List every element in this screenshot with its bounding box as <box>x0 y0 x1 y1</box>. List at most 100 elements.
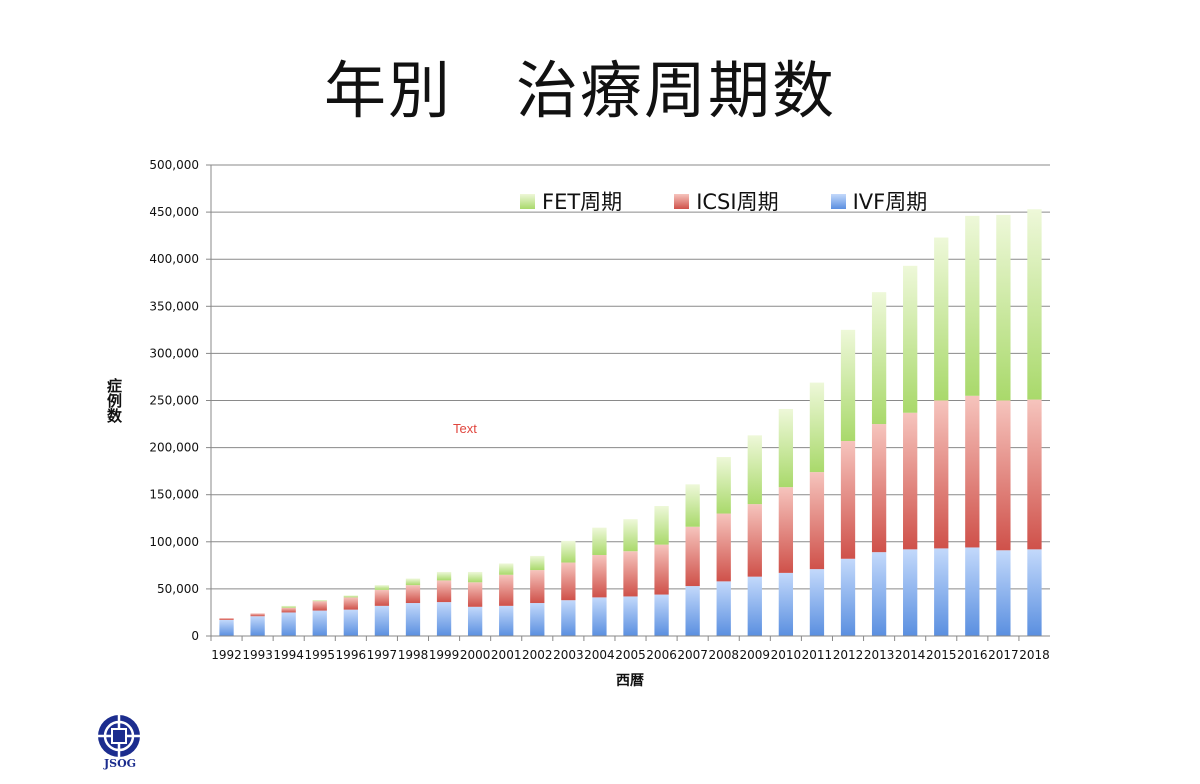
x-axis-label: 西暦 <box>616 673 644 689</box>
bar-segment-icsi <box>592 554 607 598</box>
legend-swatch-icsi <box>674 193 690 209</box>
bar-segment-fet <box>716 457 731 514</box>
legend-swatch-ivf <box>830 193 846 209</box>
bar-segment-fet <box>996 214 1011 401</box>
bar-segment-ivf <box>312 610 327 636</box>
bar-segment-icsi <box>623 551 638 597</box>
bar-segment-ivf <box>840 558 856 636</box>
x-tick-label: 1996 <box>336 648 367 662</box>
x-tick-label: 2010 <box>771 648 802 662</box>
bar-segment-ivf <box>934 548 949 636</box>
x-tick-label: 2012 <box>833 648 864 662</box>
x-tick-label: 2007 <box>677 648 708 662</box>
bar-segment-fet <box>809 382 825 473</box>
x-tick-label: 2003 <box>553 648 584 662</box>
bar-segment-ivf <box>778 572 794 636</box>
x-tick-label: 1994 <box>273 648 304 662</box>
bar-segment-ivf <box>436 602 452 636</box>
y-tick-label: 450,000 <box>149 205 199 219</box>
bar-segment-fet <box>871 292 887 425</box>
y-tick-labels: 0 50,000 100,000 150,000 200,000 250,000 300,0… <box>149 158 199 643</box>
bar-segment-fet <box>685 484 700 527</box>
bar-segment-ivf <box>716 581 731 636</box>
bar-segment-fet <box>405 578 421 586</box>
bar-segment-fet <box>499 563 514 575</box>
bar-segment-icsi <box>436 580 452 603</box>
bar-segment-fet <box>965 215 980 396</box>
x-tick-label: 1998 <box>398 648 429 662</box>
bar-segment-icsi <box>996 400 1011 551</box>
y-tick-label: 0 <box>191 629 199 643</box>
bar-segment-icsi <box>312 601 327 611</box>
bar-segment-fet <box>1027 209 1042 400</box>
legend-label-ivf: IVF周期 <box>852 190 928 214</box>
y-tick-label: 100,000 <box>149 535 199 549</box>
bar-segment-ivf <box>965 547 980 636</box>
bar-segment-icsi <box>250 613 265 617</box>
x-tick-label: 2002 <box>522 648 553 662</box>
bar-segment-icsi <box>716 513 731 582</box>
bar-segment-ivf <box>747 576 762 636</box>
bar-segment-ivf <box>467 606 483 636</box>
bar-segment-icsi <box>374 589 390 606</box>
chart-annotation: Text <box>453 421 477 436</box>
bar-segment-fet <box>374 585 390 590</box>
bar-segment-fet <box>654 506 669 545</box>
bar-segment-icsi <box>561 562 576 601</box>
bar-segment-icsi <box>219 618 234 620</box>
bar-segment-fet <box>934 237 949 401</box>
x-tick-label: 2004 <box>584 648 615 662</box>
bar-segment-icsi <box>654 544 669 595</box>
y-tick-label: 50,000 <box>157 582 199 596</box>
x-tick-label: 2015 <box>926 648 957 662</box>
bar-segment-icsi <box>871 424 887 553</box>
bar-segment-ivf <box>281 612 296 636</box>
legend-item-ivf: IVF周期 <box>830 186 928 216</box>
bar-segment-ivf <box>530 603 545 636</box>
x-tick-label: 2013 <box>864 648 895 662</box>
bar-segment-icsi <box>903 412 918 550</box>
y-tick-label: 200,000 <box>149 441 199 455</box>
x-tick-label: 1993 <box>242 648 273 662</box>
x-tick-label: 2017 <box>988 648 1019 662</box>
legend-item-fet: FET周期 <box>520 186 622 216</box>
bar-segment-fet <box>778 408 794 488</box>
bar-segment-ivf <box>903 549 918 636</box>
y-tick-label: 250,000 <box>149 394 199 408</box>
bar-segment-icsi <box>343 597 358 610</box>
bar-segment-icsi <box>530 570 545 604</box>
bar-segment-fet <box>561 540 576 563</box>
y-tick-label: 400,000 <box>149 252 199 266</box>
bar-segment-fet <box>530 555 545 571</box>
x-tick-label: 2000 <box>460 648 491 662</box>
bar-segment-icsi <box>281 607 296 613</box>
bar-segment-fet <box>840 329 856 442</box>
bar-segment-ivf <box>343 609 358 636</box>
y-tick-label: 300,000 <box>149 346 199 360</box>
bar-segment-icsi <box>685 526 700 587</box>
bar-segment-ivf <box>499 605 514 636</box>
bar-segment-fet <box>747 435 762 505</box>
x-tick-label: 2009 <box>740 648 771 662</box>
bar-segment-fet <box>436 571 452 581</box>
bar-segment-fet <box>903 265 918 413</box>
bar-segment-fet <box>312 600 327 602</box>
bar-segment-icsi <box>1027 399 1042 550</box>
x-tick-label: 1995 <box>304 648 335 662</box>
legend-item-icsi: ICSI周期 <box>674 186 779 216</box>
legend-swatch-fet <box>520 193 535 209</box>
x-tick-label: 2005 <box>615 648 646 662</box>
bar-segment-ivf <box>809 569 825 636</box>
x-tick-label: 1997 <box>367 648 398 662</box>
x-tick-label: 2014 <box>895 648 926 662</box>
y-axis-label: 症例数 <box>105 378 123 423</box>
x-tick-label: 1999 <box>429 648 460 662</box>
y-tick-label: 500,000 <box>149 158 199 172</box>
bar-segment-icsi <box>809 472 825 570</box>
bar-segment-ivf <box>374 605 390 636</box>
bar-segment-ivf <box>405 603 421 636</box>
x-tick-labels: 1992 1993 1994 1995 1996 1997 1998 1999 2000 2001… <box>210 636 1050 662</box>
y-tick-label: 350,000 <box>149 299 199 313</box>
bar-segment-icsi <box>965 395 980 548</box>
